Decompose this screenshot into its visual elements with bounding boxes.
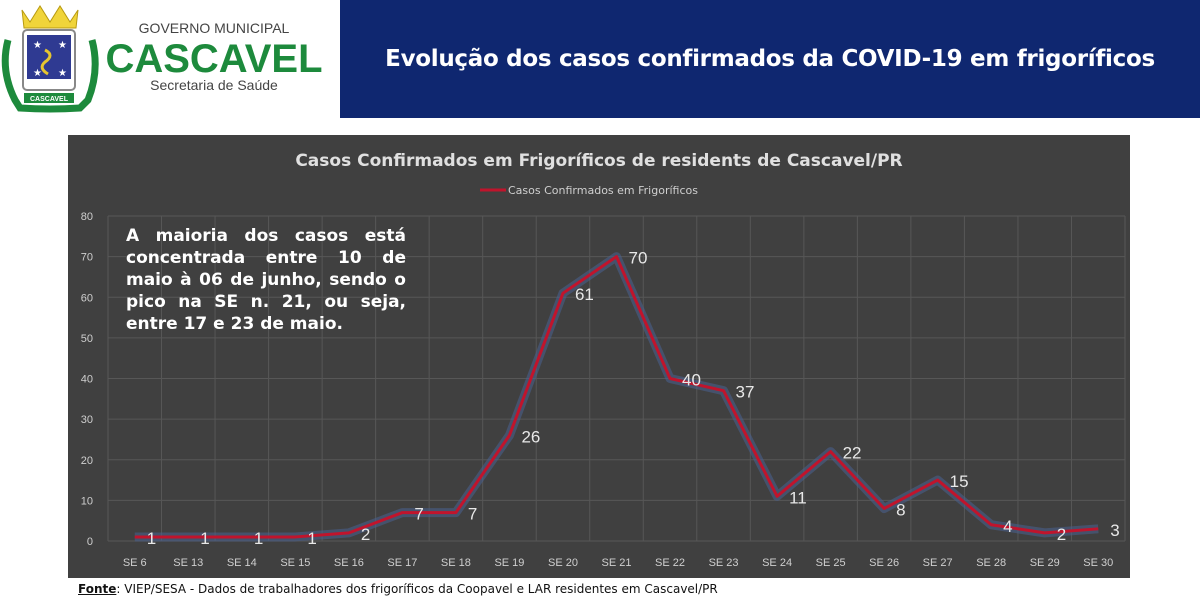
y-tick-label: 40 — [81, 374, 93, 386]
slide-title: Evolução dos casos confirmados da COVID-… — [385, 46, 1155, 72]
data-label: 8 — [896, 501, 905, 520]
data-label: 1 — [254, 529, 263, 548]
series-line — [134, 255, 1099, 539]
x-tick-label: SE 24 — [762, 557, 792, 569]
x-tick-label: SE 30 — [1083, 557, 1113, 569]
chart: Casos Confirmados em Frigoríficos de res… — [68, 135, 1130, 578]
data-label: 37 — [736, 383, 755, 402]
slide-header: Evolução dos casos confirmados da COVID-… — [340, 0, 1200, 118]
chart-title: Casos Confirmados em Frigoríficos de res… — [295, 151, 902, 171]
data-label: 7 — [468, 505, 477, 524]
ribbon — [24, 93, 74, 103]
x-tick-label: SE 28 — [976, 557, 1006, 569]
x-tick-label: SE 27 — [923, 557, 953, 569]
star-icon: ★ — [33, 68, 42, 79]
x-tick-label: SE 29 — [1030, 557, 1060, 569]
data-label: 11 — [789, 488, 807, 507]
logo-line1: GOVERNO MUNICIPAL — [139, 20, 290, 36]
x-tick-label: SE 15 — [280, 557, 310, 569]
x-tick-label: SE 25 — [816, 557, 846, 569]
x-tick-label: SE 21 — [602, 557, 632, 569]
annotation-note: A maioria dos casos está concentrada ent… — [126, 226, 406, 334]
y-tick-label: 70 — [81, 252, 93, 264]
y-tick-label: 60 — [81, 292, 93, 304]
data-label: 4 — [1003, 517, 1012, 536]
serpent-icon — [40, 48, 52, 76]
crown-icon — [21, 5, 79, 29]
data-label: 1 — [307, 529, 316, 548]
data-label: 1 — [200, 529, 209, 548]
x-tick-label: SE 19 — [494, 557, 524, 569]
laurel-icon — [1, 39, 99, 113]
data-label: 3 — [1110, 521, 1119, 540]
x-tick-label: SE 13 — [173, 557, 203, 569]
data-label: 26 — [521, 427, 540, 446]
data-label: 15 — [950, 472, 969, 491]
x-tick-label: SE 23 — [709, 557, 739, 569]
x-tick-label: SE 22 — [655, 557, 685, 569]
y-tick-label: 0 — [87, 536, 93, 548]
ribbon-text: CASCAVEL — [30, 96, 69, 103]
source-note: Fonte: VIEP/SESA - Dados de trabalhadore… — [78, 582, 718, 596]
source-label: Fonte — [78, 582, 117, 596]
star-icon: ★ — [58, 68, 67, 79]
logo-line3: Secretaria de Saúde — [150, 77, 278, 93]
data-label: 2 — [361, 525, 370, 544]
x-tick-label: SE 20 — [548, 557, 578, 569]
data-label: 22 — [843, 444, 862, 463]
star-icon: ★ — [33, 40, 42, 51]
y-tick-label: 20 — [81, 455, 93, 467]
x-tick-label: SE 17 — [387, 557, 417, 569]
x-tick-label: SE 6 — [123, 557, 147, 569]
legend-label: Casos Confirmados em Frigoríficos — [508, 184, 698, 197]
cascavel-logo: ★ ★ ★ ★ CASCAVEL GOVERNO MUNICIPAL CASCA… — [1, 5, 323, 113]
x-tick-label: SE 26 — [869, 557, 899, 569]
source-text: : VIEP/SESA - Dados de trabalhadores dos… — [116, 582, 718, 596]
y-tick-label: 50 — [81, 333, 93, 345]
data-label: 61 — [575, 285, 594, 304]
data-label: 7 — [414, 505, 423, 524]
data-label: 2 — [1057, 525, 1066, 544]
data-label: 1 — [147, 529, 156, 548]
star-icon: ★ — [58, 40, 67, 51]
data-label: 70 — [629, 249, 648, 268]
logo-line2: CASCAVEL — [105, 37, 322, 81]
data-label: 40 — [682, 371, 701, 390]
y-tick-label: 30 — [81, 414, 93, 426]
x-tick-label: SE 14 — [227, 557, 257, 569]
y-tick-label: 80 — [81, 211, 93, 223]
x-tick-label: SE 16 — [334, 557, 364, 569]
x-tick-label: SE 18 — [441, 557, 471, 569]
chart-svg: Casos Confirmados em Frigoríficos de res… — [81, 151, 1126, 569]
y-tick-label: 10 — [81, 495, 93, 507]
